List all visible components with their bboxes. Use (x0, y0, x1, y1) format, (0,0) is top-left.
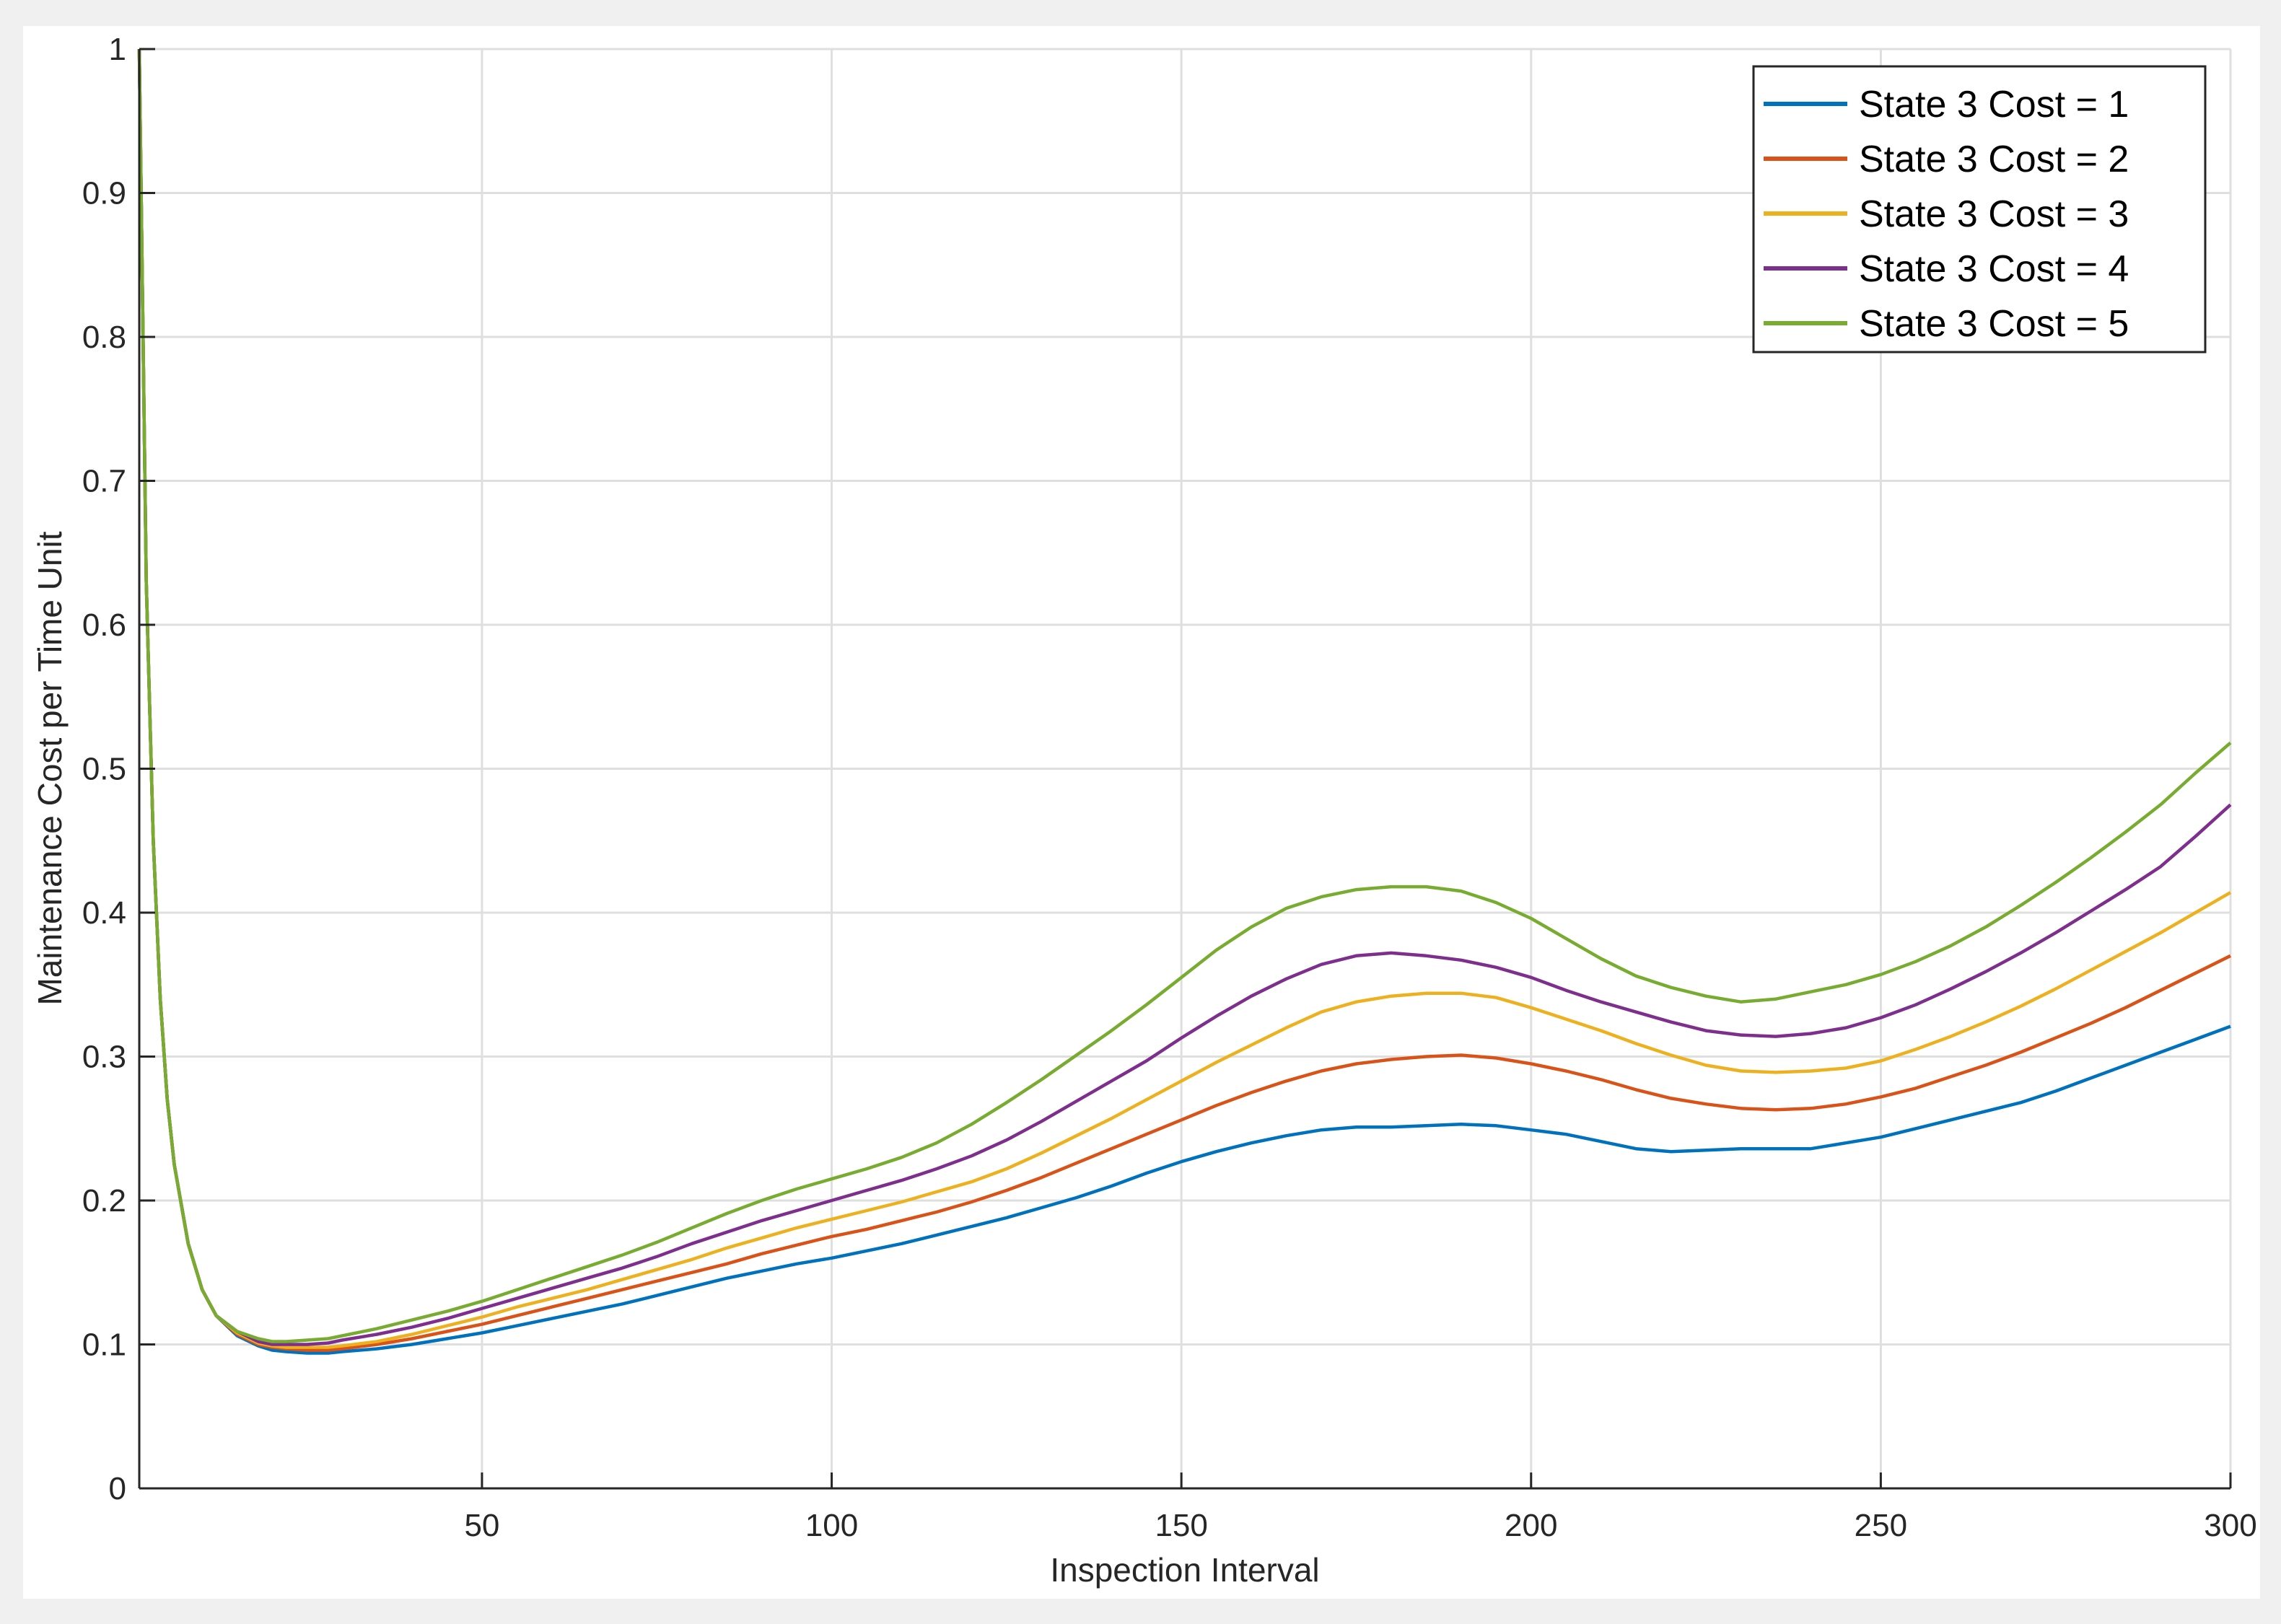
x-tick-label: 300 (2204, 1508, 2256, 1543)
y-tick-label: 0.6 (82, 607, 126, 643)
y-tick-label: 0.8 (82, 320, 126, 355)
grid-lines (139, 48, 2232, 1490)
y-tick-label: 0.9 (82, 176, 126, 211)
x-tick-label: 100 (805, 1508, 858, 1543)
y-tick-label: 0.5 (82, 752, 126, 787)
legend-label-4: State 3 Cost = 4 (1859, 248, 2129, 290)
legend-label-3: State 3 Cost = 3 (1859, 193, 2129, 235)
legend: State 3 Cost = 1 State 3 Cost = 2 State 3 … (1752, 65, 2207, 354)
y-tick-label: 0 (109, 1471, 126, 1506)
y-tick-label: 1 (109, 32, 126, 67)
y-tick-label: 0.2 (82, 1183, 126, 1219)
x-axis-label: Inspection Interval (1050, 1551, 1319, 1589)
y-tick-label: 0.1 (82, 1327, 126, 1363)
y-ticks: 0 0.1 0.2 0.3 0.4 0.5 0.6 0.7 0.8 0.9 1 (82, 32, 155, 1506)
legend-label-1: State 3 Cost = 1 (1859, 84, 2129, 126)
y-tick-label: 0.4 (82, 895, 126, 931)
series-line-5 (137, 48, 2232, 1343)
x-tick-label: 250 (1855, 1508, 1907, 1543)
series-line-1 (137, 48, 2231, 1355)
x-tick-label: 150 (1155, 1508, 1207, 1543)
x-tick-label: 50 (464, 1508, 499, 1543)
legend-label-5: State 3 Cost = 5 (1859, 303, 2129, 345)
x-ticks: 50 100 150 200 250 300 (464, 1472, 2257, 1543)
legend-label-2: State 3 Cost = 2 (1859, 139, 2129, 180)
series-line-4 (137, 48, 2232, 1346)
series-lines (137, 48, 2232, 1355)
series-line-3 (137, 48, 2232, 1349)
y-tick-label: 0.3 (82, 1040, 126, 1075)
y-axis-label: Maintenance Cost per Time Unit (31, 531, 69, 1005)
legend-box (1752, 65, 2207, 354)
y-tick-label: 0.7 (82, 464, 126, 499)
x-tick-label: 200 (1505, 1508, 1557, 1543)
